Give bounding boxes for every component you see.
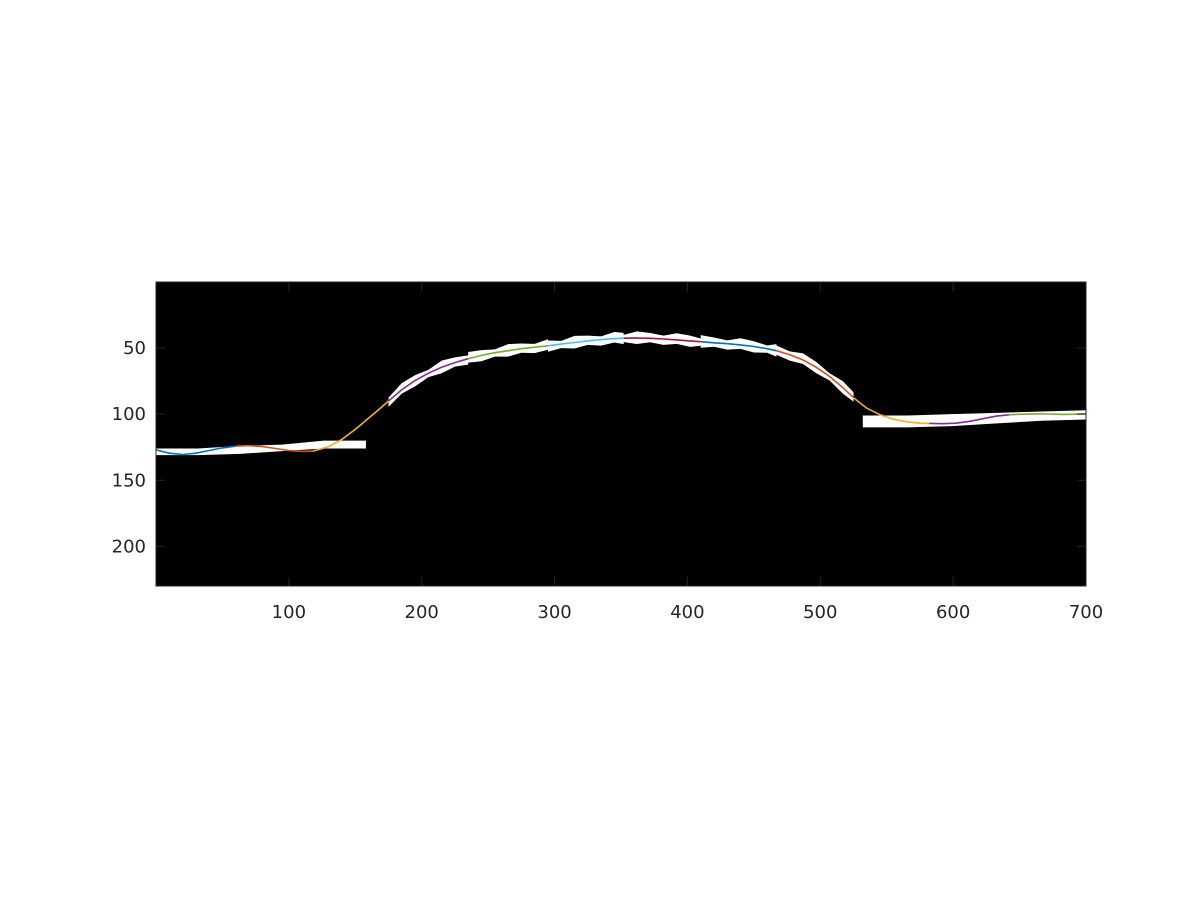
series-layer [155, 337, 1087, 456]
series-line-11 [929, 414, 1009, 425]
series-line-3 [312, 400, 390, 452]
image-band-arch [388, 331, 854, 407]
axes-box [155, 281, 1087, 587]
axes-layer: 100 200 300 400 500 600 700 50 100 150 200 [112, 281, 1103, 623]
y-tick-label: 50 [123, 338, 146, 359]
series-line-10 [853, 397, 930, 425]
series-line-6 [547, 337, 624, 347]
x-tick-label: 200 [405, 602, 439, 623]
series-line-12 [1008, 412, 1087, 416]
plot-background [156, 282, 1086, 586]
x-tick-label: 600 [936, 602, 970, 623]
plot-area [156, 282, 1086, 586]
series-line-7 [623, 337, 701, 343]
series-line-2 [235, 444, 313, 453]
image-band-left [156, 440, 366, 456]
y-tick-label: 150 [112, 470, 146, 491]
series-line-8 [700, 340, 777, 352]
x-tick-label: 500 [803, 602, 837, 623]
series-line-1 [155, 445, 236, 456]
series-line-5 [468, 345, 548, 360]
y-tick-label: 200 [112, 536, 146, 557]
series-line-4 [387, 357, 469, 402]
x-tick-label: 700 [1069, 602, 1103, 623]
x-tick-label: 100 [272, 602, 306, 623]
y-tick-label: 100 [112, 404, 146, 425]
series-line-9 [776, 349, 855, 399]
x-tick-label: 400 [670, 602, 704, 623]
x-tick-label: 300 [537, 602, 571, 623]
